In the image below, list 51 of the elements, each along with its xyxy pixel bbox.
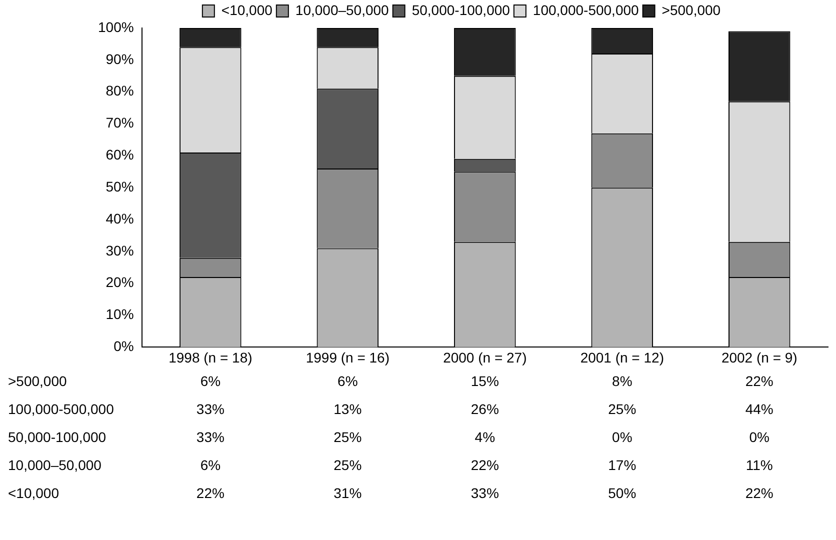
x-tick-label: 2001 (n = 12) [580,349,664,366]
data-label: 11% [746,456,773,473]
y-tick-label: 10% [106,306,134,322]
data-label: 8% [612,372,632,389]
data-label: 22% [745,484,774,501]
data-label: 33% [196,428,224,445]
text: 50,000-100,000 [8,428,106,445]
legend-label: <10,000 [221,2,273,18]
text: >500,000 [8,372,67,389]
legend-label: >500,000 [662,2,721,18]
data-label: 25% [334,428,362,445]
data-label: 22% [196,484,224,501]
y-tick-label: 20% [106,274,134,290]
x-tick-label: 2002 (n = 9) [721,349,798,366]
data-label: 33% [470,484,499,501]
data-label: 26% [470,400,499,417]
y-tick-label: 50% [106,178,134,194]
data-label: 50% [608,484,636,501]
x-tick-label: 1999 (n = 16) [306,349,390,366]
y-tick-label: 100% [98,18,134,35]
data-label: 33% [196,400,224,417]
data-label: 6% [200,372,221,389]
data-label: 25% [608,400,636,417]
data-label: 25% [334,456,362,473]
legend-label: 10,000–50,000 [295,2,390,18]
data-label: 6% [338,372,358,389]
data-label: 22% [745,372,774,389]
data-label: 13% [334,400,362,417]
data-label: 31% [334,484,362,501]
data-label: 17% [608,456,636,473]
data-label: 6% [200,456,221,473]
x-tick-label: 2000 (n = 27) [443,349,527,366]
legend-label: 100,000-500,000 [532,2,640,18]
y-tick-label: 40% [106,210,134,226]
x-tick-label: 1998 (n = 18) [168,349,252,366]
data-label: 0% [612,428,632,445]
y-tick-label: 80% [106,82,134,99]
y-tick-label: 90% [106,50,134,67]
y-tick-label: 30% [106,242,134,258]
data-label: 44% [745,400,774,417]
data-label: 22% [470,456,499,473]
data-label: 4% [474,428,496,445]
data-label: 15% [470,372,499,389]
y-tick-label: 60% [106,146,134,163]
y-tick-label: 70% [106,114,134,131]
legend-label: 50,000-100,000 [412,2,510,18]
text: 100,000-500,000 [8,400,114,417]
text: <10,000 [8,484,59,501]
y-tick-label: 0% [114,338,134,354]
text: 10,000–50,000 [8,456,102,473]
data-label: 0% [749,428,770,445]
